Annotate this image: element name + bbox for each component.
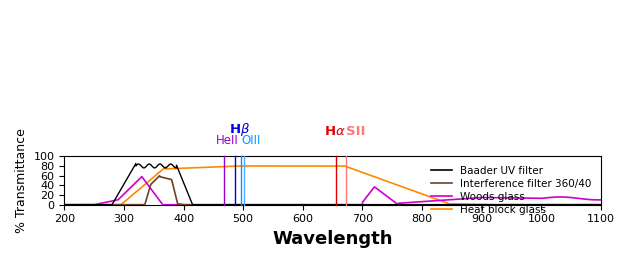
Text: HeII: HeII — [215, 134, 239, 146]
Text: H$\beta$: H$\beta$ — [229, 121, 250, 138]
Text: H$\alpha$: H$\alpha$ — [324, 125, 346, 138]
Text: SII: SII — [346, 125, 366, 138]
Y-axis label: % Transmittance: % Transmittance — [15, 128, 28, 233]
X-axis label: Wavelength: Wavelength — [272, 230, 393, 248]
Text: OIII: OIII — [241, 134, 261, 146]
Legend: Baader UV filter, Interference filter 360/40, Woods glass, Heat block glass: Baader UV filter, Interference filter 36… — [427, 161, 596, 219]
